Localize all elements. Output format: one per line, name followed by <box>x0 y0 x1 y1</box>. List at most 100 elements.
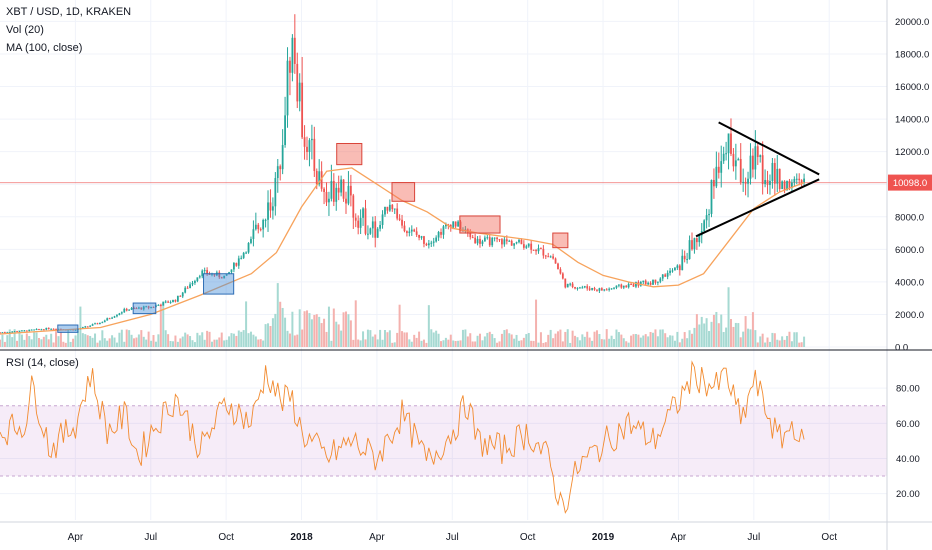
candle-body <box>476 238 479 244</box>
price-tick-label: 16000.0 <box>895 82 929 93</box>
candle-body <box>423 236 425 244</box>
volume-bar <box>496 342 499 347</box>
volume-bar <box>398 304 401 347</box>
volume-bar <box>464 329 467 347</box>
volume-bar <box>386 332 389 347</box>
volume-bar <box>613 339 616 347</box>
rsi-legend[interactable]: RSI (14, close) <box>6 357 79 369</box>
volume-bar <box>103 338 106 347</box>
candle-body <box>357 220 360 228</box>
volume-bar <box>654 329 657 347</box>
price-tick-label: 18000.0 <box>895 49 929 60</box>
rsi-tick-label: 20.00 <box>896 489 920 500</box>
volume-bar <box>247 333 250 347</box>
candle-body <box>118 313 121 316</box>
candle-body <box>337 187 340 193</box>
volume-bar <box>405 332 408 347</box>
candle-body <box>23 330 26 332</box>
volume-bar <box>215 339 218 347</box>
candle-body <box>330 180 333 199</box>
volume-bar <box>25 333 28 347</box>
volume-bar <box>184 332 187 347</box>
candle-body <box>186 287 189 289</box>
candle-body <box>184 287 187 293</box>
candle-body <box>364 208 367 234</box>
ma-legend[interactable]: MA (100, close) <box>6 42 83 54</box>
volume-bar <box>391 342 394 347</box>
candle-body <box>147 306 150 308</box>
candle-body <box>481 241 484 244</box>
volume-bar <box>486 332 489 347</box>
volume-bar <box>403 332 406 347</box>
candle-body <box>293 37 296 64</box>
candle-body <box>688 240 691 260</box>
volume-bar <box>720 314 723 347</box>
volume-bar <box>383 330 386 347</box>
candle-body <box>325 191 328 203</box>
volume-bar <box>632 334 635 347</box>
candle-body <box>179 295 182 297</box>
volume-bar <box>354 300 357 347</box>
volume-bar <box>111 335 114 347</box>
volume-bar <box>142 336 145 347</box>
price-tick-label: 0.0 <box>895 343 908 354</box>
candle-body <box>152 306 155 308</box>
candle-body <box>362 208 364 218</box>
volume-bar <box>413 334 416 347</box>
candle-body <box>681 255 684 271</box>
candle-body <box>298 82 301 102</box>
volume-bar <box>652 332 655 347</box>
candle-body <box>198 276 201 278</box>
candle-body <box>367 233 369 235</box>
trendline <box>695 178 820 238</box>
volume-bar <box>571 330 574 347</box>
volume-bar <box>588 337 591 347</box>
candle-body <box>128 309 131 311</box>
volume-bar <box>508 333 511 347</box>
volume-bar <box>135 337 138 347</box>
volume-bar <box>296 334 299 347</box>
volume-bar <box>206 330 209 347</box>
candle-body <box>398 218 401 220</box>
candle-body <box>713 179 715 187</box>
price-tick-label: 2000.0 <box>895 310 924 321</box>
volume-legend[interactable]: Vol (20) <box>6 24 44 36</box>
volume-bar <box>669 335 672 347</box>
volume-bar <box>500 333 503 347</box>
candle-body <box>722 153 725 162</box>
volume-bar <box>644 334 647 347</box>
volume-bar <box>754 330 757 347</box>
candle-body <box>752 155 754 170</box>
candle-body <box>388 204 391 211</box>
volume-bar <box>16 340 19 347</box>
volume-bar <box>525 334 528 347</box>
candle-body <box>617 284 620 286</box>
volume-bar <box>133 338 136 347</box>
candle-body <box>430 242 433 244</box>
volume-bar <box>3 341 6 347</box>
volume-bar <box>315 314 318 347</box>
volume-bar <box>715 311 718 347</box>
candle-body <box>1 332 4 334</box>
volume-bar <box>310 319 313 347</box>
volume-bar <box>444 337 447 347</box>
volume-bar <box>530 340 533 347</box>
volume-bar <box>152 335 155 347</box>
candle-body <box>38 328 40 330</box>
time-axis-ticks: Apr Jul Oct 2018 Apr Jul Oct 2019 Apr Jul Oct <box>68 532 838 543</box>
candle-body <box>522 244 525 248</box>
candle-body <box>396 208 399 219</box>
volume-bar <box>430 329 433 347</box>
volume-bar <box>734 322 737 347</box>
candle-body <box>86 326 89 328</box>
volume-bar <box>798 342 801 347</box>
volume-bar <box>220 332 223 347</box>
time-tick-label: Apr <box>369 532 385 543</box>
candle-body <box>669 270 671 273</box>
symbol-legend[interactable]: XBT / USD, 1D, KRAKEN <box>6 6 132 18</box>
volume-bar <box>627 342 630 347</box>
candle-body <box>605 289 608 291</box>
candle-body <box>306 146 308 153</box>
rsi-band <box>0 405 887 477</box>
